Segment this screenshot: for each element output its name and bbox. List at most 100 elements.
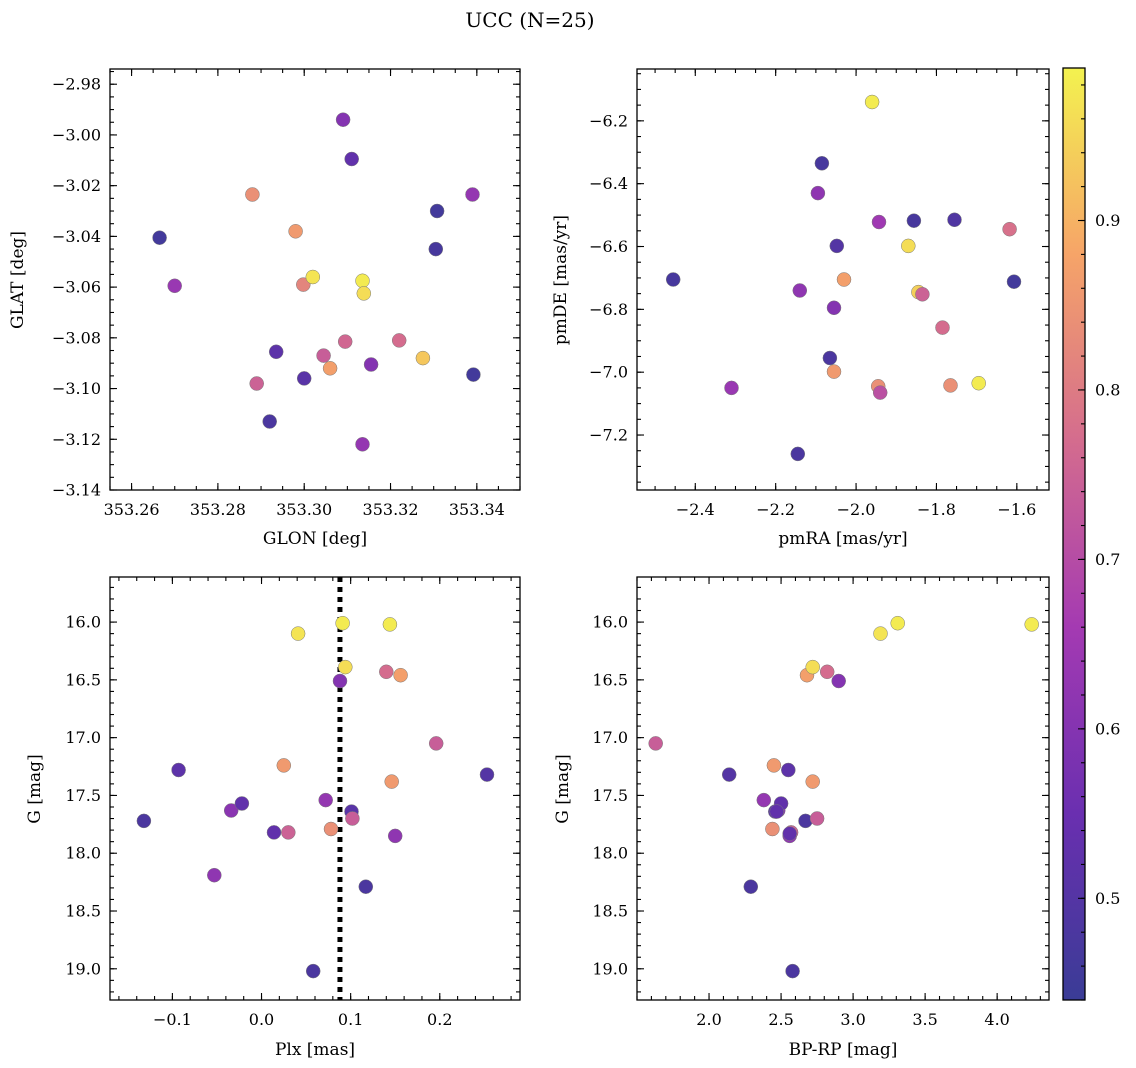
data-point-20	[831, 673, 846, 689]
data-point-2	[171, 762, 186, 778]
x-tick-label: 0.1	[338, 1010, 363, 1029]
data-point-15	[872, 385, 888, 400]
data-point-25	[466, 367, 481, 382]
x-tick-label: −1.8	[917, 500, 956, 519]
colorbar-tick-label: 0.8	[1095, 380, 1120, 399]
data-point-3	[743, 879, 759, 894]
x-tick-label: 3.0	[840, 1010, 865, 1029]
data-point-10	[305, 963, 321, 979]
data-point-23	[393, 667, 408, 683]
x-tick-label: 4.0	[984, 1010, 1009, 1029]
data-point-5	[810, 185, 826, 201]
colorbar-ticks: 0.5 0.6 0.7 0.8 0.9	[1078, 84, 1120, 1001]
colorbar-tick-label: 0.9	[1095, 211, 1120, 230]
y-tick-label: −3.12	[52, 430, 101, 449]
y-tick-label: 17.5	[65, 786, 101, 805]
y-axis-label: G [mag]	[25, 754, 45, 823]
colorbar-gradient	[1063, 68, 1085, 1000]
data-point-21	[415, 350, 431, 366]
data-point-11	[836, 272, 852, 287]
y-tick-label: −6.6	[589, 237, 628, 256]
colorbar: 0.5 0.6 0.7 0.8 0.9	[1062, 67, 1120, 1001]
data-point-12	[322, 361, 338, 376]
y-tick-label: −2.98	[52, 75, 101, 94]
y-tick-label: 17.0	[65, 728, 101, 747]
data-point-24	[769, 804, 784, 819]
plot-frame	[109, 68, 521, 491]
data-point-21	[873, 626, 888, 641]
data-point-14	[871, 214, 887, 230]
data-point-25	[1006, 274, 1022, 289]
data-point-21	[943, 378, 958, 393]
data-point-16	[355, 273, 370, 289]
y-tick-label: 17.5	[592, 786, 628, 805]
x-tick-label: −2.4	[676, 500, 715, 519]
data-point-20	[935, 320, 950, 335]
data-point-17	[805, 774, 820, 789]
y-tick-label: −3.04	[52, 227, 101, 246]
data-point-19	[363, 357, 379, 372]
y-axis-label: G [mag]	[553, 754, 573, 823]
data-point-4	[249, 376, 264, 391]
ticks-layer: 353.26 353.28 353.30 353.32 353.34 −3.14 −3.12…	[52, 69, 521, 519]
data-point-23	[1024, 617, 1039, 632]
data-point-19	[819, 664, 835, 680]
y-tick-label: 19.0	[65, 959, 101, 978]
data-point-7	[276, 758, 292, 773]
data-point-6	[268, 344, 284, 360]
data-point-1	[648, 736, 663, 751]
data-point-16	[901, 238, 916, 254]
y-tick-label: −7.0	[589, 363, 628, 382]
y-tick-label: −3.06	[52, 278, 101, 297]
data-point-15	[344, 151, 359, 167]
data-point-1	[152, 230, 167, 245]
data-point-6	[766, 758, 782, 773]
data-point-6	[814, 156, 830, 171]
data-point-11	[318, 792, 333, 808]
data-point-20	[391, 333, 407, 348]
x-tick-label: −2.0	[837, 500, 876, 519]
points-layer	[665, 94, 1022, 462]
data-point-17	[356, 286, 372, 301]
data-point-24	[428, 736, 444, 751]
points-layer	[136, 577, 495, 1000]
data-point-4	[756, 792, 772, 808]
data-point-5	[765, 821, 780, 837]
x-tick-label: 3.5	[912, 1010, 937, 1029]
data-point-10	[781, 762, 796, 778]
data-point-16	[805, 659, 820, 675]
data-point-1	[665, 272, 681, 287]
x-tick-label: −1.6	[997, 500, 1036, 519]
data-point-17	[906, 213, 922, 228]
y-tick-label: −6.8	[589, 300, 628, 319]
y-tick-label: 17.0	[592, 728, 628, 747]
data-point-19	[915, 287, 930, 302]
data-point-22	[947, 212, 962, 228]
data-point-10	[829, 238, 845, 254]
x-axis-label: pmRA [mas/yr]	[778, 529, 907, 549]
x-tick-label: 2.0	[696, 1010, 721, 1029]
x-tick-label: 0.0	[249, 1010, 274, 1029]
data-point-19	[379, 664, 394, 680]
data-point-13	[335, 112, 351, 127]
data-point-3	[790, 446, 806, 462]
y-tick-label: −3.14	[52, 481, 101, 500]
y-tick-label: −3.10	[52, 379, 101, 398]
data-point-24	[1002, 221, 1017, 237]
data-point-13	[785, 963, 800, 979]
x-tick-label: 353.32	[363, 500, 419, 519]
panel-glon-glat: 353.26 353.28 353.30 353.32 353.34 −3.14 −3.12…	[8, 68, 521, 549]
plot-frame	[636, 576, 1050, 1001]
data-point-24	[465, 187, 480, 202]
data-point-8	[281, 825, 296, 840]
x-axis-label: GLON [deg]	[263, 529, 367, 549]
plot-frame	[636, 68, 1050, 491]
x-tick-label: −0.1	[153, 1010, 192, 1029]
data-point-22	[428, 241, 444, 257]
ticks-layer: 2.0 2.5 3.0 3.5 4.0 16.0 16.5 17.0 17.5 18.0 18.5 1…	[592, 577, 1049, 1029]
y-tick-label: 16.5	[592, 670, 628, 689]
data-point-1	[136, 813, 152, 829]
data-point-25	[479, 767, 495, 782]
data-point-4	[792, 283, 808, 298]
